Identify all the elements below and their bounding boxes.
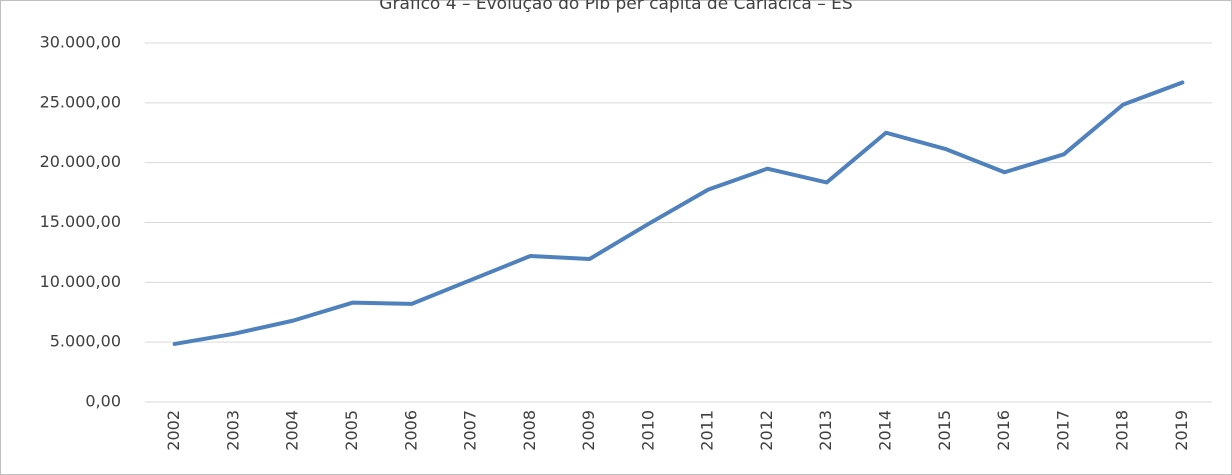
x-tick-label: 2017	[1053, 410, 1072, 451]
y-tick-label: 30.000,00	[40, 33, 121, 52]
x-tick-label: 2019	[1172, 410, 1191, 451]
x-tick-label: 2014	[875, 410, 894, 451]
x-tick-label: 2015	[935, 410, 954, 451]
x-tick-label: 2006	[401, 410, 420, 451]
x-tick-label: 2010	[638, 410, 657, 451]
x-tick-label: 2003	[223, 410, 242, 451]
x-tick-label: 2008	[520, 410, 539, 451]
line	[172, 80, 1185, 346]
x-tick-label: 2007	[461, 410, 480, 451]
y-tick-label: 5.000,00	[50, 332, 121, 351]
x-tick-label: 2012	[757, 410, 776, 451]
y-tick-label: 20.000,00	[40, 152, 121, 171]
x-tick-label: 2013	[816, 410, 835, 451]
y-tick-label: 10.000,00	[40, 272, 121, 291]
x-tick-label: 2016	[994, 410, 1013, 451]
x-tick-label: 2004	[283, 410, 302, 451]
x-tick-label: 2005	[342, 410, 361, 451]
x-tick-label: 2011	[698, 410, 717, 451]
x-tick-label: 2009	[579, 410, 598, 451]
chart-title: Gráfico 4 – Evolução do Pib per capita d…	[379, 0, 852, 14]
y-tick-label: 0,00	[85, 392, 121, 411]
y-tick-label: 25.000,00	[40, 92, 121, 111]
y-tick-label: 15.000,00	[40, 212, 121, 231]
x-tick-label: 2002	[164, 410, 183, 451]
x-tick-label: 2018	[1113, 410, 1132, 451]
